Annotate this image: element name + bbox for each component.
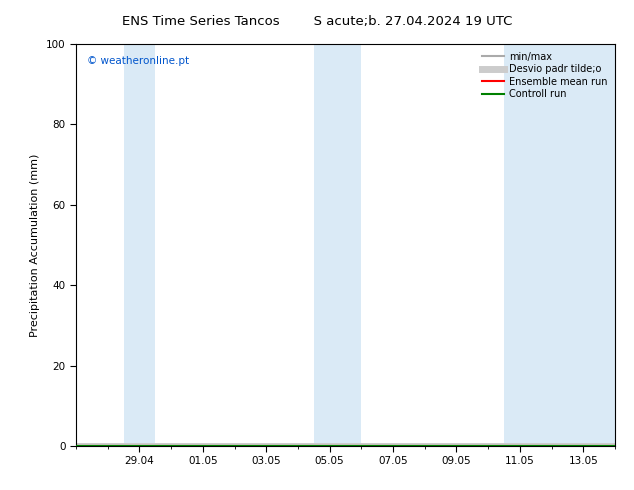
Bar <box>504 44 615 446</box>
Text: © weatheronline.pt: © weatheronline.pt <box>87 56 189 66</box>
Text: ENS Time Series Tancos        S acute;b. 27.04.2024 19 UTC: ENS Time Series Tancos S acute;b. 27.04.… <box>122 15 512 28</box>
Bar <box>124 44 155 446</box>
Bar <box>314 44 361 446</box>
Legend: min/max, Desvio padr tilde;o, Ensemble mean run, Controll run: min/max, Desvio padr tilde;o, Ensemble m… <box>479 49 610 102</box>
Y-axis label: Precipitation Accumulation (mm): Precipitation Accumulation (mm) <box>30 153 41 337</box>
